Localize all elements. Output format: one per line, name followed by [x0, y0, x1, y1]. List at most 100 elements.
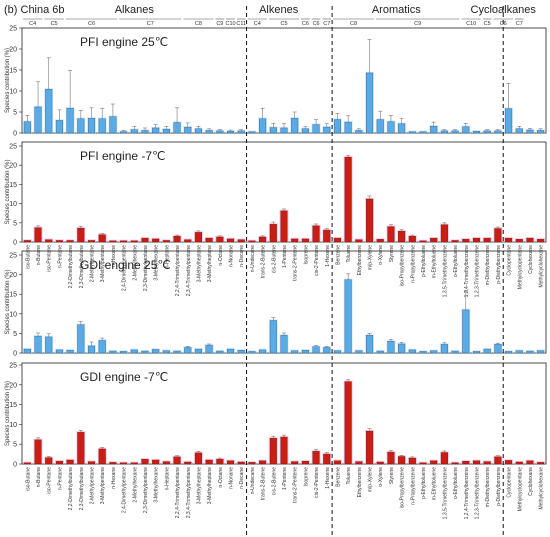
- bar: [483, 130, 491, 134]
- x-tick-label: Benzene: [335, 245, 341, 265]
- bar: [34, 335, 42, 354]
- y-tick-label: 25: [9, 363, 17, 370]
- x-tick-label: 1-Hexene: [325, 245, 331, 267]
- bar: [430, 460, 438, 465]
- bar: [301, 238, 309, 243]
- x-tick-label: 2-Methylhexane: [132, 245, 138, 281]
- x-tick-label: 2,2,4-Trimethylpentane: [175, 245, 181, 296]
- bar: [419, 462, 427, 465]
- x-tick-label: Methylcyclopentane: [517, 245, 523, 289]
- carbon-label: C4: [29, 21, 36, 27]
- x-tick-label: 2-Methylhexane: [132, 467, 138, 503]
- bar: [366, 430, 374, 465]
- bar: [483, 348, 491, 354]
- x-tick-label: Styrene: [389, 245, 395, 262]
- bar: [344, 156, 352, 243]
- bar: [269, 224, 277, 243]
- y-tick-label: 5: [13, 442, 17, 449]
- bar: [323, 347, 331, 354]
- bar: [398, 231, 406, 243]
- bar: [98, 448, 106, 465]
- bar: [430, 126, 438, 134]
- bar: [162, 129, 170, 134]
- bar: [387, 341, 395, 354]
- bar: [301, 461, 309, 465]
- carbon-label: C6: [313, 21, 320, 27]
- panel-3: 0 5 10 15 20 25 Species contribution (%) GDI en…: [5, 250, 547, 358]
- x-tick-label: cis-2-Butene: [271, 467, 277, 495]
- bar: [505, 460, 513, 465]
- bar: [216, 350, 224, 354]
- bar: [419, 131, 427, 134]
- bar: [526, 237, 534, 243]
- bar: [408, 349, 416, 354]
- bar: [323, 229, 331, 243]
- x-tick-label: 2-Methylpentane: [90, 467, 96, 504]
- x-tick-label: iso-Propylbenzene: [400, 467, 406, 509]
- x-tick-label: 1,2,4-Trimethylbenzene: [464, 245, 470, 298]
- x-tick-label: 3-Methylheptane: [207, 245, 213, 282]
- group-label: Alkanes: [115, 4, 155, 16]
- bar: [537, 130, 545, 134]
- bar: [291, 350, 299, 354]
- bar: [472, 237, 481, 243]
- bar: [259, 349, 267, 354]
- bar: [355, 350, 363, 354]
- carbon-label: C7: [147, 21, 154, 27]
- bar: [194, 128, 202, 134]
- bar: [280, 127, 288, 134]
- x-tick-label: iso-Pentane: [47, 245, 53, 272]
- y-tick-label: 20: [9, 382, 17, 389]
- x-tick-label: trans-2-Butene: [261, 467, 267, 500]
- bar: [259, 118, 267, 134]
- bar: [494, 130, 502, 134]
- bar: [120, 131, 128, 134]
- y-tick-label: 25: [9, 26, 17, 33]
- bar: [505, 237, 513, 243]
- x-tick-label: iso-Pentane: [47, 467, 53, 494]
- x-tick-label: o-Xylene: [378, 467, 384, 487]
- bar: [376, 119, 384, 134]
- carbon-label: C8: [195, 21, 202, 27]
- bar: [194, 452, 202, 465]
- x-tick-label: n-Decane: [239, 245, 245, 267]
- bar: [205, 130, 213, 134]
- bar: [109, 240, 117, 243]
- bar: [184, 126, 192, 134]
- bar: [280, 210, 288, 243]
- bar: [34, 439, 42, 465]
- carbon-label: C5: [51, 21, 58, 27]
- bar: [45, 239, 53, 243]
- bar: [130, 129, 138, 134]
- y-axis-label: Species contribution (%): [5, 159, 11, 224]
- bar: [515, 461, 523, 465]
- bar: [344, 279, 352, 354]
- x-tick-label: 1,3,5-Trimethylbenzene: [442, 467, 448, 520]
- bar: [55, 349, 63, 354]
- x-tick-label: n-Undecane: [250, 245, 256, 272]
- bar: [184, 347, 192, 354]
- x-tick-label: Isoprene: [303, 467, 309, 487]
- bar: [237, 130, 245, 134]
- carbon-label: C4: [254, 21, 261, 27]
- bar: [248, 240, 256, 243]
- x-tick-label: 1-Hexene: [325, 467, 331, 489]
- bar: [23, 462, 31, 465]
- bar: [344, 121, 352, 134]
- carbon-label: C7: [323, 21, 330, 27]
- bar: [141, 130, 149, 134]
- bar: [130, 349, 138, 354]
- bar: [440, 224, 448, 243]
- bar: [23, 121, 31, 134]
- bar: [173, 236, 181, 243]
- bar: [87, 345, 96, 354]
- x-tick-label: n-Octane: [218, 467, 224, 488]
- bar: [216, 459, 224, 465]
- x-tick-label: 3-Methylpentane: [100, 467, 106, 504]
- x-tick-label: n-Undecane: [250, 467, 256, 494]
- bar: [440, 344, 448, 354]
- y-tick-label: 15: [9, 182, 17, 189]
- x-tick-label: n-Hexane: [111, 467, 117, 489]
- bar: [526, 129, 534, 134]
- bar: [45, 336, 53, 354]
